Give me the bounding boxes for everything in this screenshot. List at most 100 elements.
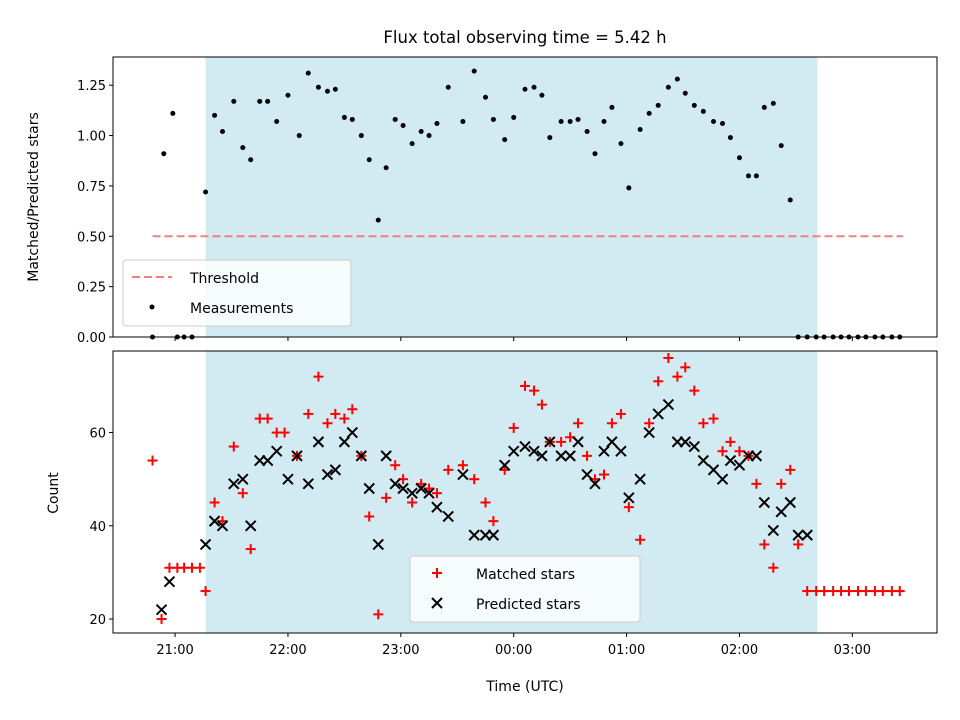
- measurement-point: [341, 114, 347, 120]
- measurement-point: [296, 133, 302, 139]
- matched-star-point: [443, 464, 454, 475]
- matched-star-point: [200, 586, 211, 597]
- measurement-point: [349, 116, 355, 122]
- predicted-star-point: [634, 473, 646, 485]
- matched-star-point: [194, 562, 205, 573]
- measurement-point: [665, 84, 671, 90]
- top-legend-box: [122, 259, 352, 327]
- predicted-star-point: [380, 450, 392, 462]
- predicted-star-point: [312, 436, 325, 448]
- predicted-star-point: [431, 501, 443, 513]
- predicted-star-point: [688, 440, 701, 453]
- predicted-star-point: [261, 454, 274, 467]
- measurement-point: [212, 112, 218, 118]
- matched-star-point: [381, 492, 392, 503]
- predicted-star-point: [733, 459, 746, 471]
- measurement-point: [366, 157, 372, 163]
- bottom-legend-box: [409, 555, 641, 623]
- predicted-star-point: [775, 506, 787, 518]
- predicted-star-point: [581, 468, 593, 481]
- measurement-point: [445, 84, 451, 90]
- matched-star-point: [672, 371, 683, 382]
- top-legend: Threshold Measurements: [122, 259, 352, 327]
- measurement-point: [787, 197, 793, 203]
- predicted-star-point: [406, 487, 418, 499]
- measurement-points: [150, 68, 903, 340]
- predicted-star-point: [519, 440, 531, 453]
- predicted-star-point: [508, 445, 520, 457]
- measurement-point: [460, 118, 466, 124]
- matched-star-point: [663, 352, 674, 363]
- x-tick-label: 23:00: [382, 643, 419, 658]
- measurement-point: [539, 92, 545, 98]
- predicted-star-point: [329, 464, 342, 476]
- matched-star-point: [802, 586, 813, 597]
- predicted-star-point: [792, 529, 804, 541]
- measurement-point: [592, 151, 598, 157]
- matched-stars-points: [147, 352, 905, 625]
- measurement-point: [170, 110, 176, 116]
- measurement-point: [434, 120, 440, 126]
- matched-star-point: [330, 408, 341, 419]
- matched-star-point: [708, 413, 719, 424]
- measurement-point: [682, 90, 688, 96]
- predicted-star-point: [468, 529, 480, 541]
- bottom-y-ticks: 20 40 60: [89, 427, 113, 628]
- matched-star-point: [860, 586, 871, 597]
- matched-star-point: [209, 497, 220, 508]
- bottom-axes-frame: [112, 350, 938, 634]
- measurement-point: [674, 76, 680, 82]
- predicted-star-point: [363, 482, 375, 495]
- measurement-point: [358, 133, 364, 139]
- measurement-point: [161, 151, 167, 157]
- matched-star-point: [615, 408, 626, 419]
- measurement-point: [418, 129, 424, 135]
- measurement-point: [567, 118, 573, 124]
- measurement-point: [778, 143, 784, 149]
- matched-star-point: [303, 408, 314, 419]
- measurement-point: [257, 98, 263, 104]
- predicted-star-point: [615, 445, 627, 457]
- y-tick-label: 1.25: [77, 79, 106, 94]
- predicted-star-point: [355, 450, 368, 462]
- matched-star-point: [635, 534, 646, 545]
- predicted-star-point: [321, 468, 334, 481]
- predicted-star-point: [163, 576, 176, 588]
- predicted-star-point: [423, 487, 435, 499]
- matched-star-point: [262, 413, 273, 424]
- predicted-star-point: [750, 450, 763, 462]
- predicted-star-point: [498, 459, 511, 471]
- measurement-point: [601, 118, 607, 124]
- predicted-star-point: [652, 408, 664, 420]
- measurement-point: [471, 68, 477, 74]
- measurement-point: [753, 173, 759, 179]
- bottom-y-axis-label: Count: [46, 472, 62, 514]
- matched-star-point: [599, 469, 610, 480]
- predicted-star-point: [643, 426, 655, 439]
- predicted-star-point: [784, 496, 796, 509]
- matched-star-point: [582, 450, 593, 461]
- bottom-x-ticks: 21:00 22:00 23:00 00:00 01:00 02:00 03:00: [156, 633, 871, 658]
- matched-star-point: [279, 427, 290, 438]
- predicted-star-point: [606, 436, 618, 448]
- measurement-point: [203, 189, 209, 195]
- predicted-star-point: [716, 473, 729, 485]
- predicted-star-point: [389, 478, 401, 490]
- predicted-star-point: [555, 450, 567, 462]
- legend-threshold-label: Threshold: [189, 271, 259, 287]
- predicted-star-point: [302, 478, 314, 490]
- matched-star-point: [785, 464, 796, 475]
- legend-predicted-label: Predicted stars: [476, 597, 581, 613]
- matched-star-point: [776, 478, 787, 489]
- predicted-star-point: [544, 436, 556, 448]
- top-axes-frame: [112, 56, 938, 338]
- measurement-point: [324, 88, 330, 94]
- measurement-point: [575, 116, 581, 122]
- matched-star-point: [725, 436, 736, 447]
- y-tick-label: 0.75: [77, 180, 106, 195]
- measurement-point: [409, 141, 415, 147]
- matched-star-point: [768, 562, 779, 573]
- measurement-point: [700, 108, 706, 114]
- measurement-point: [655, 102, 661, 108]
